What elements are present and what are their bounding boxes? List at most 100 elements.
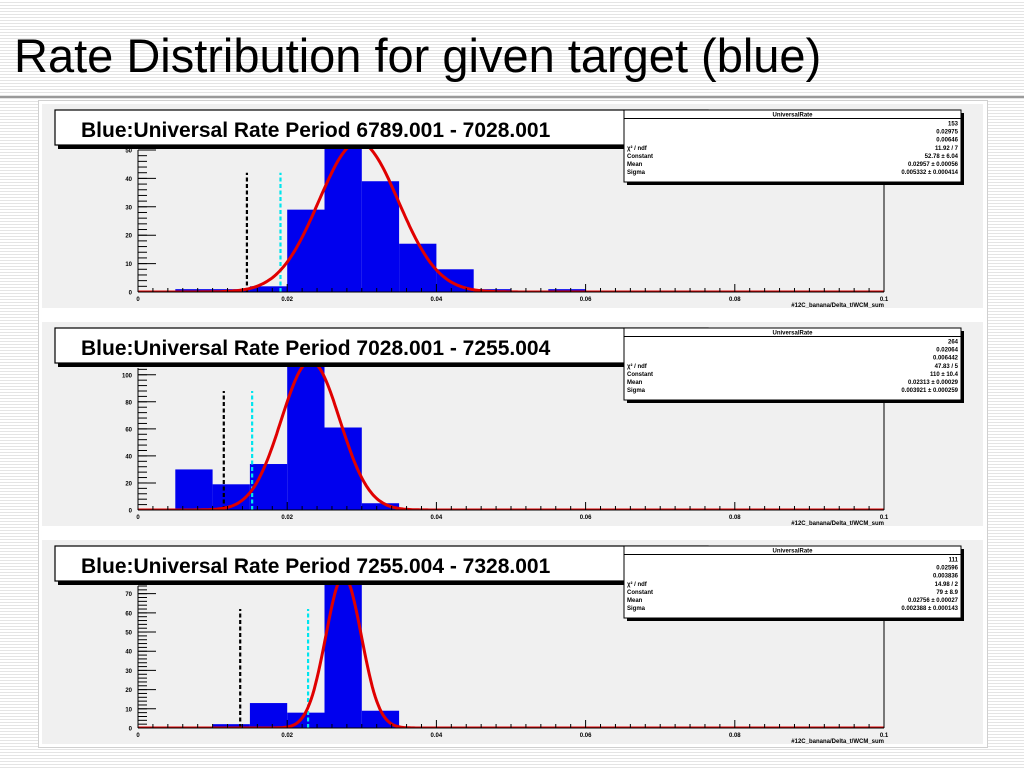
- stats-label: Mean: [627, 380, 643, 386]
- stats-label: χ² / ndf: [627, 581, 648, 588]
- plot-area: [138, 138, 884, 292]
- stats-box: [623, 545, 962, 619]
- histogram-bar: [399, 243, 437, 292]
- stats-value: 52.78 ± 6.04: [925, 154, 959, 160]
- stats-label: Constant: [627, 154, 653, 160]
- banner-box: [54, 327, 709, 364]
- stats-box: [623, 327, 962, 401]
- histogram-panel-3: 0 0.02 0.04 0.06 0.08 0.1 0 10 20 30 40 50 60 70 #12C_…: [42, 540, 983, 744]
- histogram-bar: [175, 469, 213, 510]
- y-tick-label: 40: [125, 177, 132, 183]
- x-tick-label: 0.1: [880, 297, 889, 303]
- x-axis-label: #12C_banana/Delta_t/WCM_sum: [791, 739, 884, 744]
- x-tick-label: 0.06: [580, 515, 592, 521]
- stats-box: [623, 109, 962, 183]
- x-tick-label: 0.08: [729, 515, 741, 521]
- stats-box-title: UniversalRate: [772, 113, 813, 119]
- stats-value: 0.02313 ± 0.00029: [908, 380, 959, 386]
- y-tick-label: 0: [129, 509, 133, 515]
- stats-value: 153: [948, 122, 959, 128]
- banner-title: Blue:Universal Rate Period 7028.001 - 72…: [81, 337, 551, 360]
- y-tick-label: 40: [125, 650, 132, 656]
- x-tick-label: 0.02: [281, 515, 293, 521]
- x-tick-label: 0.1: [880, 733, 889, 739]
- histogram-bar: [249, 703, 288, 728]
- histogram-svg-3: 0 0.02 0.04 0.06 0.08 0.1 0 10 20 30 40 50 60 70 #12C_…: [42, 540, 983, 744]
- y-tick-label: 70: [125, 592, 132, 598]
- y-tick-label: 0: [129, 291, 133, 297]
- x-tick-label: 0: [136, 297, 140, 303]
- y-tick-label: 40: [125, 454, 132, 460]
- y-tick-label: 100: [122, 373, 133, 379]
- x-axis-label: #12C_banana/Delta_t/WCM_sum: [791, 521, 884, 526]
- title-divider: [0, 96, 1024, 98]
- stats-value: 14.98 / 2: [935, 582, 959, 588]
- stats-value: 0.003836: [933, 574, 959, 580]
- stats-label: Sigma: [627, 606, 646, 612]
- stats-value: 0.002388 ± 0.000143: [901, 606, 958, 612]
- stats-value: 79 ± 8.9: [936, 590, 958, 596]
- y-tick-label: 10: [125, 707, 132, 713]
- y-tick-label: 0: [129, 727, 133, 733]
- histogram-bar: [249, 464, 288, 510]
- stats-value: 0.005332 ± 0.000414: [901, 170, 958, 176]
- histogram-panel-2: 0 0.02 0.04 0.06 0.08 0.1 0 20 40 60 80 100 #12C_ban…: [42, 322, 983, 526]
- stats-label: Mean: [627, 162, 643, 168]
- y-tick-label: 60: [125, 611, 132, 617]
- slide-title: Rate Distribution for given target (blue…: [14, 29, 822, 82]
- banner-shadow-bottom: [58, 363, 712, 367]
- stats-box-title: UniversalRate: [772, 331, 813, 337]
- stats-value: 0.00646: [936, 138, 958, 144]
- x-axis-label: #12C_banana/Delta_t/WCM_sum: [791, 303, 884, 308]
- banner-title: Blue:Universal Rate Period 7255.004 - 73…: [81, 555, 551, 578]
- y-tick-label: 80: [125, 400, 132, 406]
- histogram-bar: [287, 354, 325, 510]
- y-tick-label: 30: [125, 205, 132, 211]
- plot-area: [138, 354, 884, 510]
- x-tick-label: 0: [136, 515, 140, 521]
- histogram-bar: [249, 286, 288, 292]
- stats-label: Sigma: [627, 170, 646, 176]
- stats-label: Constant: [627, 372, 653, 378]
- y-tick-label: 20: [125, 234, 132, 240]
- y-tick-label: 20: [125, 688, 132, 694]
- stats-value: 47.83 / 5: [935, 364, 959, 370]
- stats-box-title: UniversalRate: [772, 549, 813, 555]
- stats-value: 11.92 / 7: [935, 146, 959, 152]
- y-tick-label: 50: [125, 631, 132, 637]
- x-tick-label: 0: [136, 733, 140, 739]
- x-tick-label: 0.04: [431, 515, 443, 521]
- stats-label: Constant: [627, 590, 653, 596]
- x-tick-label: 0.02: [281, 733, 293, 739]
- histogram-bar: [287, 209, 325, 292]
- stats-value: 264: [948, 340, 959, 346]
- stats-value: 0.02596: [936, 566, 958, 572]
- y-tick-label: 10: [125, 262, 132, 268]
- plot-area: [138, 574, 884, 728]
- x-tick-label: 0.06: [580, 297, 592, 303]
- x-tick-label: 0.08: [729, 733, 741, 739]
- stats-value: 0.02064: [936, 348, 958, 354]
- y-tick-label: 60: [125, 427, 132, 433]
- stats-label: χ² / ndf: [627, 145, 648, 152]
- x-tick-label: 0.04: [431, 297, 443, 303]
- histogram-svg-1: 0 0.02 0.04 0.06 0.08 0.1 0 10 20 30 40 50 #12C_bana…: [42, 104, 983, 308]
- histogram-bar: [324, 138, 362, 292]
- histogram-panel-1: 0 0.02 0.04 0.06 0.08 0.1 0 10 20 30 40 50 #12C_bana…: [42, 104, 983, 308]
- y-tick-label: 30: [125, 669, 132, 675]
- stats-label: χ² / ndf: [627, 363, 648, 370]
- stats-label: Sigma: [627, 388, 646, 394]
- stats-value: 0.006442: [933, 356, 959, 362]
- y-tick-label: 20: [125, 481, 132, 487]
- histogram-svg-2: 0 0.02 0.04 0.06 0.08 0.1 0 20 40 60 80 100 #12C_ban…: [42, 322, 983, 526]
- banner-shadow-bottom: [58, 145, 712, 149]
- stats-value: 110 ± 10.4: [930, 372, 959, 378]
- x-tick-label: 0.04: [431, 733, 443, 739]
- stats-value: 0.02975: [936, 130, 958, 136]
- histogram-bar: [324, 574, 362, 728]
- x-tick-label: 0.02: [281, 297, 293, 303]
- y-tick-label: 50: [125, 149, 132, 155]
- banner-title: Blue:Universal Rate Period 6789.001 - 70…: [81, 119, 551, 142]
- histogram-bar: [324, 427, 362, 510]
- x-tick-label: 0.1: [880, 515, 889, 521]
